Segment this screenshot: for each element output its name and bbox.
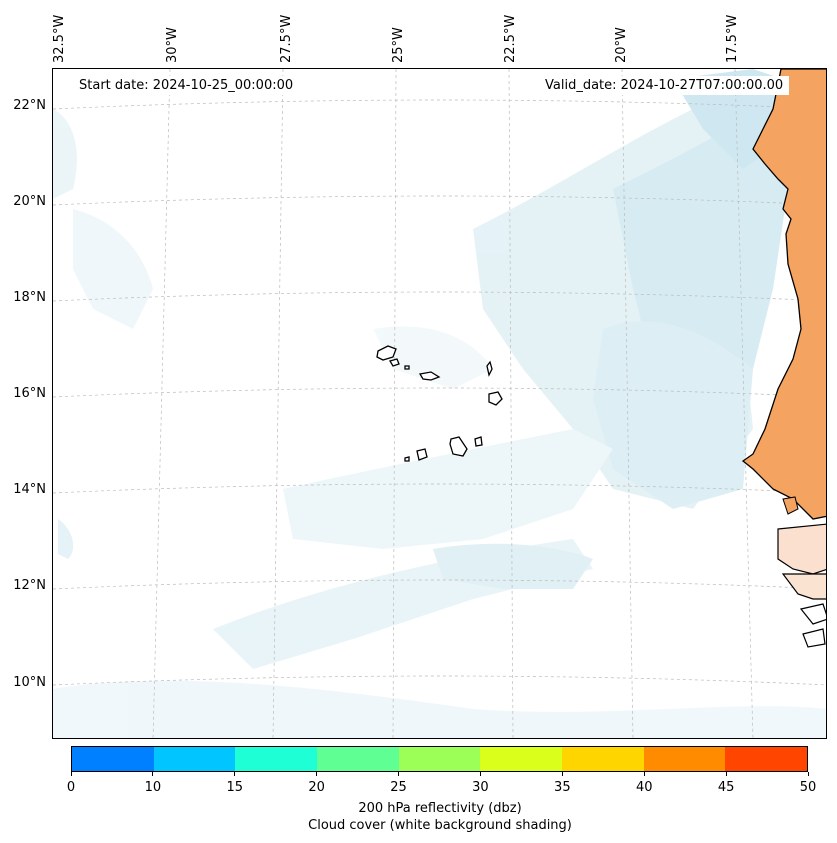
colorbar-tick-label: 0 <box>66 780 76 795</box>
colorbar-tick <box>152 772 154 776</box>
africa-landmass <box>741 69 826 648</box>
colorbar-tick <box>70 772 72 776</box>
longitude-label: 17.5°W <box>725 14 740 63</box>
longitude-label: 20°W <box>614 27 629 63</box>
valid-date-label: Valid_date: 2024-10-27T07:00:00.00 <box>539 76 790 95</box>
colorbar-segment <box>480 747 563 771</box>
colorbar-segment <box>72 747 154 771</box>
colorbar-tick-label: 15 <box>226 780 244 795</box>
colorbar-tick-label: 45 <box>717 780 735 795</box>
colorbar-tick <box>316 772 318 776</box>
colorbar-tick-label: 10 <box>144 780 162 795</box>
longitude-label: 27.5°W <box>279 14 294 63</box>
colorbar-tick <box>643 772 645 776</box>
colorbar-segment <box>643 747 726 771</box>
colorbar-tick <box>234 772 236 776</box>
longitude-label: 30°W <box>165 27 180 63</box>
longitude-label: 25°W <box>391 27 406 63</box>
start-date-label: Start date: 2024-10-25_00:00:00 <box>73 76 300 95</box>
graticule <box>53 69 826 738</box>
longitude-label: 22.5°W <box>503 14 518 63</box>
latitude-label: 12°N <box>13 578 46 593</box>
latitude-label: 20°N <box>13 194 46 209</box>
map-canvas <box>53 69 826 738</box>
colorbar-tick-label: 50 <box>799 780 817 795</box>
latitude-label: 18°N <box>13 290 46 305</box>
colorbar-tick <box>807 772 809 776</box>
latitude-label: 14°N <box>13 482 46 497</box>
latitude-label: 22°N <box>13 98 46 113</box>
colorbar-tick-label: 20 <box>308 780 325 795</box>
colorbar-tick <box>479 772 481 776</box>
colorbar-tick-label: 40 <box>635 780 653 795</box>
colorbar-segment <box>562 747 644 771</box>
colorbar-tick <box>398 772 400 776</box>
colorbar-tick <box>561 772 563 776</box>
map-panel <box>52 68 827 739</box>
colorbar-tick-label: 35 <box>554 780 571 795</box>
colorbar-tick-label: 30 <box>472 780 489 795</box>
colorbar-segment <box>235 747 318 771</box>
colorbar-title: 200 hPa reflectivity (dbz) <box>358 801 522 816</box>
latitude-label: 16°N <box>13 386 46 401</box>
colorbar-segment <box>725 747 808 771</box>
colorbar-subtitle: Cloud cover (white background shading) <box>308 818 572 833</box>
colorbar-tick-label: 25 <box>390 780 407 795</box>
colorbar-segment <box>317 747 399 771</box>
longitude-label: 32.5°W <box>52 14 67 63</box>
cape-verde-islands <box>376 345 503 462</box>
colorbar-tick <box>725 772 727 776</box>
colorbar-segment <box>398 747 481 771</box>
colorbar <box>71 746 808 772</box>
colorbar-segment <box>153 747 236 771</box>
latitude-label: 10°N <box>13 675 46 690</box>
cloud-cover-layer <box>53 69 826 738</box>
